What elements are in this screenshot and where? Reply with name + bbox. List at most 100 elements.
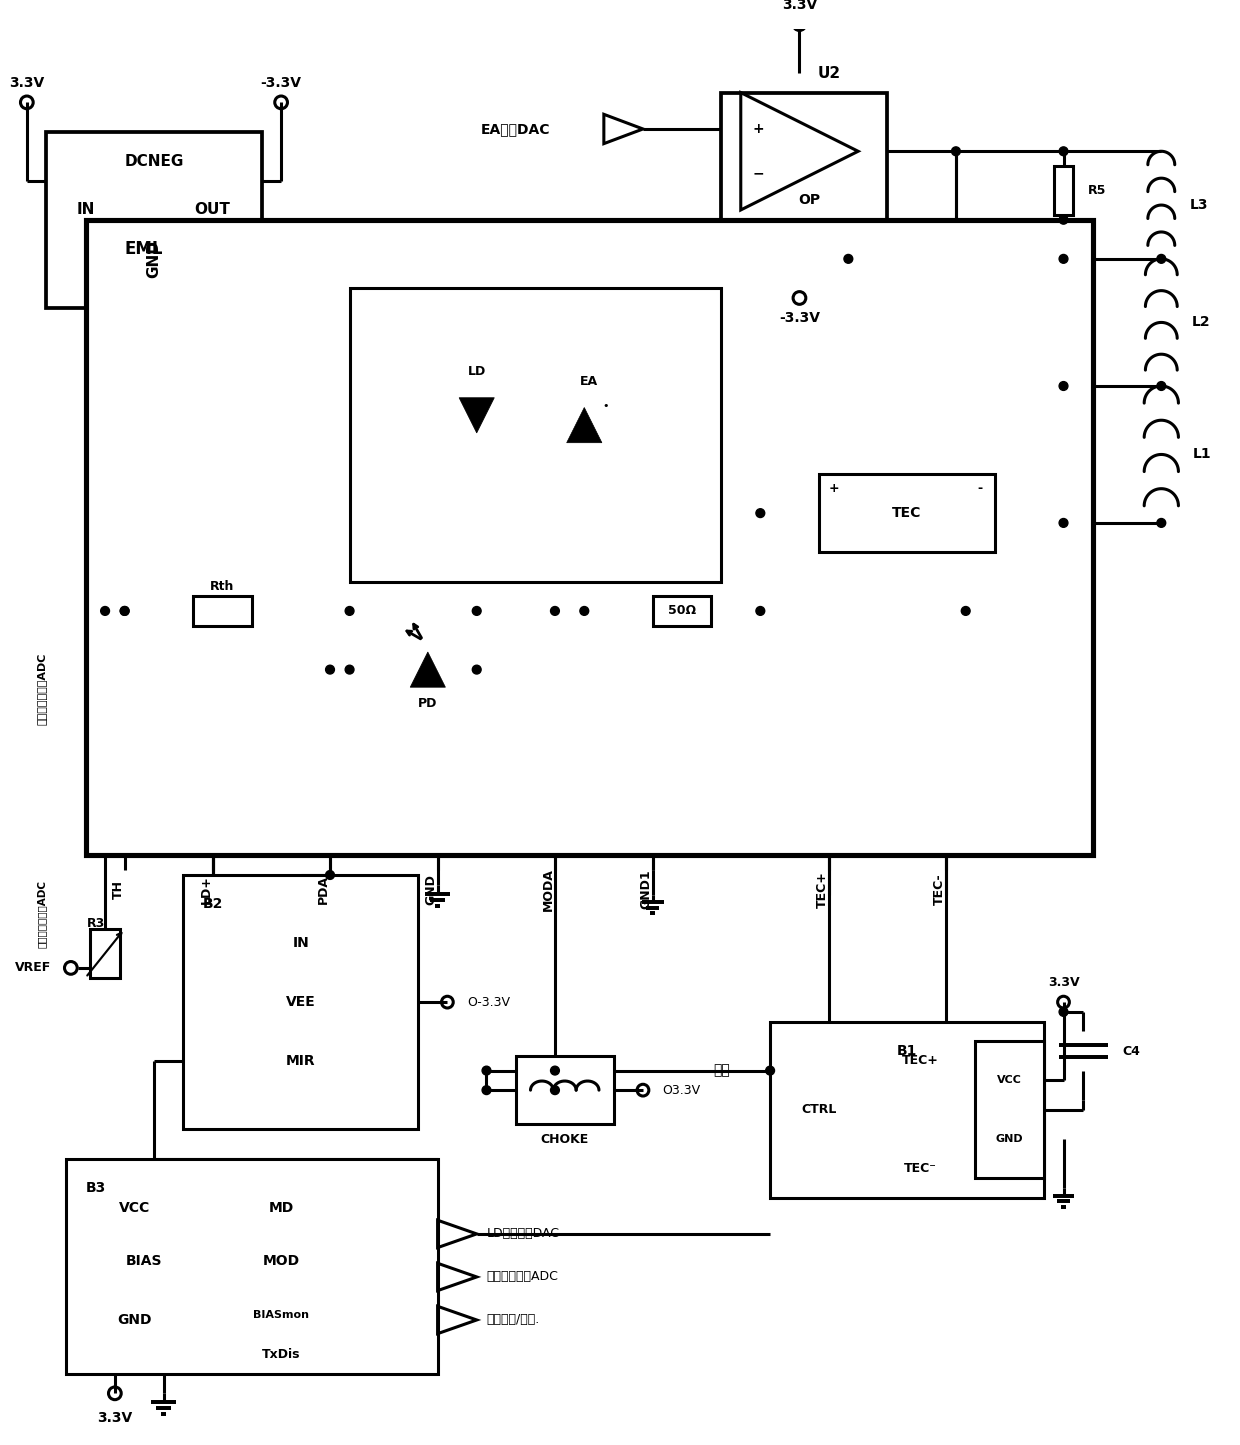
Text: 50Ω: 50Ω bbox=[668, 604, 696, 617]
Text: L3: L3 bbox=[1189, 198, 1208, 212]
Circle shape bbox=[120, 607, 129, 616]
Bar bbox=[184, 876, 418, 1129]
Text: 偏置电流监视ADC: 偏置电流监视ADC bbox=[486, 1270, 558, 1283]
Text: B1: B1 bbox=[897, 1045, 918, 1058]
Text: TEC+: TEC+ bbox=[903, 1055, 939, 1068]
Circle shape bbox=[580, 607, 589, 616]
Bar bbox=[818, 474, 994, 552]
Bar bbox=[91, 929, 120, 978]
Bar bbox=[652, 597, 712, 626]
Polygon shape bbox=[567, 407, 601, 442]
Circle shape bbox=[1059, 1007, 1068, 1016]
Polygon shape bbox=[410, 652, 445, 688]
Circle shape bbox=[100, 607, 109, 616]
Text: GND: GND bbox=[996, 1134, 1023, 1144]
Text: GND: GND bbox=[117, 1314, 151, 1327]
Text: EA调节DAC: EA调节DAC bbox=[481, 121, 551, 136]
Text: C4: C4 bbox=[1122, 1045, 1140, 1058]
Bar bbox=[350, 288, 722, 581]
Bar bbox=[1054, 166, 1074, 215]
Circle shape bbox=[345, 607, 353, 616]
Bar bbox=[770, 1022, 1044, 1198]
Text: PD: PD bbox=[418, 698, 438, 711]
Circle shape bbox=[1157, 254, 1166, 263]
Text: VREF: VREF bbox=[15, 961, 51, 974]
Text: O3.3V: O3.3V bbox=[662, 1084, 701, 1097]
Text: 3.3V: 3.3V bbox=[782, 0, 817, 12]
Text: -: - bbox=[978, 483, 983, 496]
Text: L2: L2 bbox=[1192, 315, 1210, 329]
Circle shape bbox=[482, 1085, 491, 1094]
Text: TEC: TEC bbox=[893, 506, 921, 520]
Text: TxDis: TxDis bbox=[262, 1348, 300, 1361]
Text: LD+: LD+ bbox=[200, 876, 212, 905]
Text: 激光器温度监视ADC: 激光器温度监视ADC bbox=[36, 880, 47, 948]
Text: EML: EML bbox=[125, 240, 164, 259]
Text: R5: R5 bbox=[1087, 184, 1106, 197]
Bar bbox=[66, 1159, 438, 1374]
Text: GND1: GND1 bbox=[640, 870, 652, 909]
Text: VEE: VEE bbox=[285, 996, 315, 1009]
Circle shape bbox=[472, 665, 481, 673]
Circle shape bbox=[766, 1066, 775, 1075]
Bar bbox=[388, 308, 682, 503]
Text: OUT: OUT bbox=[195, 202, 231, 217]
Text: 3.3V: 3.3V bbox=[9, 75, 45, 90]
Circle shape bbox=[551, 1085, 559, 1094]
Circle shape bbox=[1059, 519, 1068, 527]
Text: TEC-: TEC- bbox=[934, 874, 946, 906]
Text: PDA: PDA bbox=[317, 876, 330, 905]
Text: −: − bbox=[753, 166, 764, 181]
Circle shape bbox=[756, 509, 765, 517]
Polygon shape bbox=[459, 397, 495, 434]
Text: +: + bbox=[753, 121, 764, 136]
Text: GND: GND bbox=[424, 874, 438, 905]
Text: 3.3V: 3.3V bbox=[1048, 975, 1079, 988]
Circle shape bbox=[1157, 519, 1166, 527]
Text: -3.3V: -3.3V bbox=[260, 75, 301, 90]
Text: •: • bbox=[603, 400, 609, 410]
Circle shape bbox=[1059, 254, 1068, 263]
Text: +: + bbox=[828, 483, 839, 496]
Circle shape bbox=[1059, 381, 1068, 390]
Text: CHOKE: CHOKE bbox=[541, 1133, 589, 1146]
Circle shape bbox=[951, 147, 960, 156]
Text: O-3.3V: O-3.3V bbox=[467, 996, 510, 1009]
Text: L1: L1 bbox=[1193, 448, 1211, 461]
Bar bbox=[46, 131, 262, 308]
Text: MIR: MIR bbox=[286, 1053, 315, 1068]
Text: IN: IN bbox=[293, 936, 309, 951]
Text: -3.3V: -3.3V bbox=[779, 311, 820, 325]
Text: LD温度控制DAC: LD温度控制DAC bbox=[486, 1227, 559, 1240]
Bar bbox=[516, 1056, 614, 1124]
Text: TH: TH bbox=[112, 880, 125, 899]
Text: OP: OP bbox=[799, 194, 821, 207]
Circle shape bbox=[756, 607, 765, 616]
Text: TEC+: TEC+ bbox=[816, 871, 828, 907]
Circle shape bbox=[482, 1066, 491, 1075]
Text: EA: EA bbox=[580, 374, 598, 387]
Text: U2: U2 bbox=[817, 65, 841, 81]
Text: IN: IN bbox=[77, 202, 94, 217]
Text: R3: R3 bbox=[87, 918, 105, 931]
Circle shape bbox=[1059, 147, 1068, 156]
Text: B2: B2 bbox=[203, 897, 223, 912]
Circle shape bbox=[551, 607, 559, 616]
Text: VCC: VCC bbox=[119, 1201, 150, 1214]
Text: MOD: MOD bbox=[263, 1254, 300, 1269]
Text: 3.3V: 3.3V bbox=[97, 1410, 133, 1425]
Text: 发射使能/禁止.: 发射使能/禁止. bbox=[486, 1314, 539, 1327]
Text: MD: MD bbox=[269, 1201, 294, 1214]
Text: BIASmon: BIASmon bbox=[253, 1311, 309, 1321]
Text: LD: LD bbox=[467, 364, 486, 377]
Circle shape bbox=[1059, 215, 1068, 224]
Bar bbox=[722, 92, 888, 259]
Text: BIAS: BIAS bbox=[126, 1254, 162, 1269]
Text: MODA: MODA bbox=[542, 868, 556, 912]
Bar bbox=[408, 328, 662, 484]
Text: CTRL: CTRL bbox=[801, 1103, 837, 1116]
Circle shape bbox=[472, 607, 481, 616]
Text: TEC⁻: TEC⁻ bbox=[904, 1162, 937, 1175]
Circle shape bbox=[1157, 381, 1166, 390]
Circle shape bbox=[551, 1066, 559, 1075]
